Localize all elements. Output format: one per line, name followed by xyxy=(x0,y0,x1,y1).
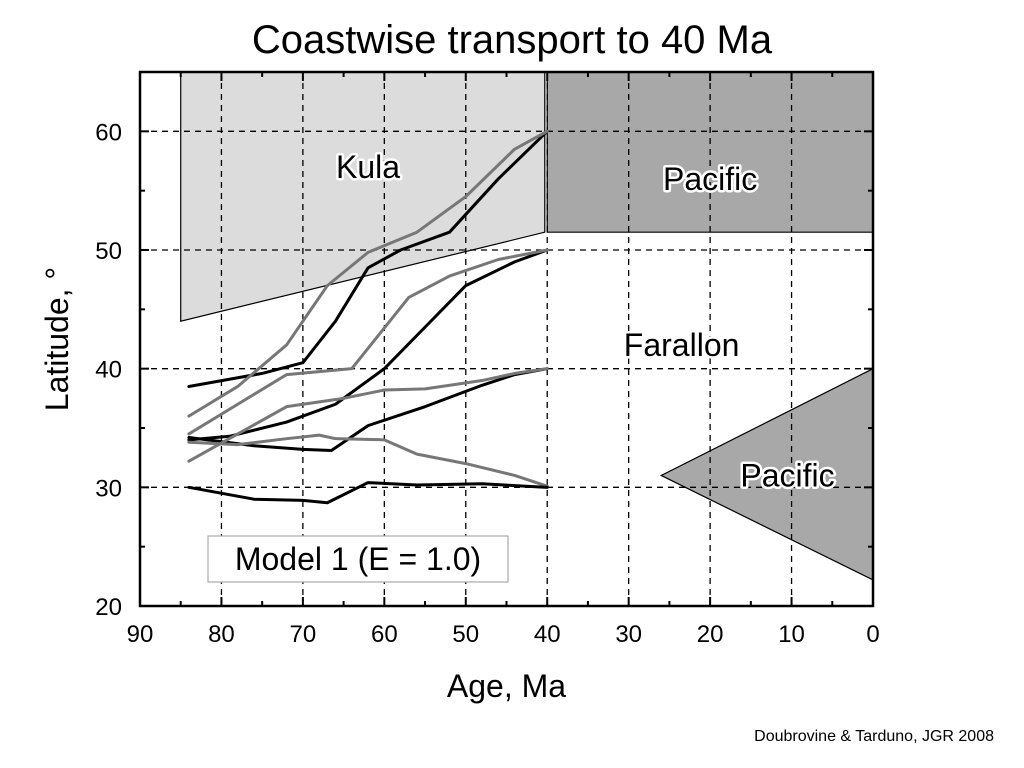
annotation-box xyxy=(207,535,509,583)
y-tick-label-50: 50 xyxy=(95,238,122,265)
x-tick-label-50: 50 xyxy=(452,621,479,648)
annotation-text: Model 1 (E = 1.0) xyxy=(235,541,481,577)
series-layer xyxy=(187,129,549,505)
x-tick-label-40: 40 xyxy=(534,621,561,648)
x-tick-label-70: 70 xyxy=(290,621,317,648)
chart-title: Coastwise transport to 40 Ma xyxy=(251,18,773,62)
x-tick-label-20: 20 xyxy=(697,621,724,648)
series-line-3 xyxy=(187,248,549,442)
series-line-6 xyxy=(187,367,549,463)
y-tick-label-60: 60 xyxy=(95,119,122,146)
region-label-pacific-1: Pacific xyxy=(663,161,757,197)
region-label-farallon-2: Farallon xyxy=(624,327,740,363)
region-kula-0 xyxy=(180,71,546,322)
credit-text: Doubrovine & Tarduno, JGR 2008 xyxy=(754,728,994,745)
series-line-1 xyxy=(187,129,549,388)
series-line-2 xyxy=(187,129,549,418)
x-tick-label-10: 10 xyxy=(778,621,805,648)
y-tick-label-40: 40 xyxy=(95,357,122,384)
grid-layer xyxy=(140,72,873,606)
series-line-7 xyxy=(187,433,549,488)
region-label-pacific-3: Pacific xyxy=(740,457,834,493)
x-axis-title: Age, Ma xyxy=(447,668,566,704)
y-tick-label-20: 20 xyxy=(95,594,122,621)
series-line-5 xyxy=(187,367,549,453)
series-line-8 xyxy=(187,481,549,505)
y-axis-title: Latitude, ° xyxy=(39,267,75,411)
x-tick-label-90: 90 xyxy=(127,621,154,648)
x-tick-label-0: 0 xyxy=(866,621,879,648)
region-label-kula-0: Kula xyxy=(336,149,400,185)
y-tick-label-30: 30 xyxy=(95,475,122,502)
regions-layer xyxy=(180,71,874,581)
x-tick-label-80: 80 xyxy=(208,621,235,648)
labels-layer: 90 80 70 60 50 40 30 20 10 0 20 30 40 50 60 Age, Ma Lati… xyxy=(39,119,880,704)
x-tick-label-30: 30 xyxy=(615,621,642,648)
frame-layer xyxy=(138,70,875,608)
x-tick-label-60: 60 xyxy=(371,621,398,648)
series-line-4 xyxy=(187,248,549,436)
